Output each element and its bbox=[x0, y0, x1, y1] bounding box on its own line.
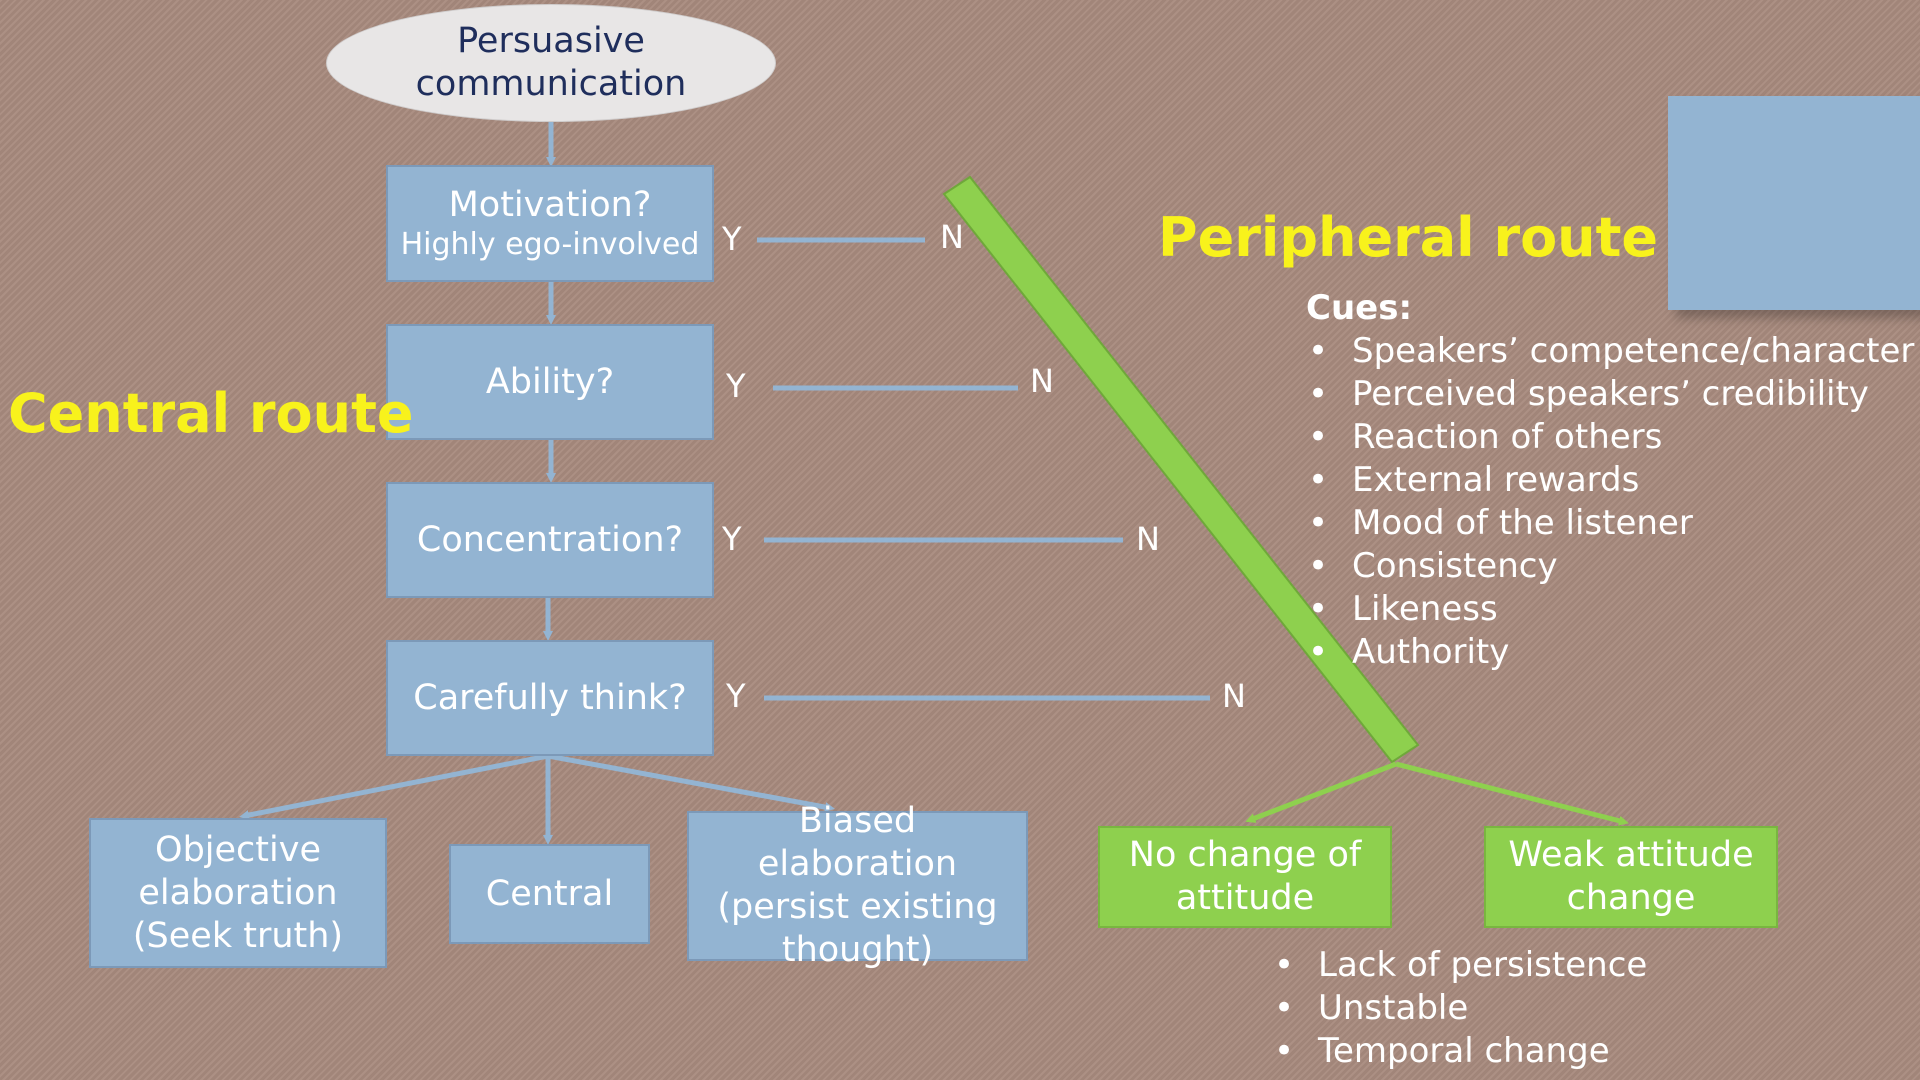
concentration-no-label: N bbox=[1136, 520, 1160, 558]
cue-item: Mood of the listener bbox=[1306, 502, 1914, 545]
carefully-think-box: Carefully think? bbox=[386, 640, 714, 756]
no-change-of-attitude-box: No change of attitude bbox=[1098, 826, 1392, 928]
think-yes-label: Y bbox=[726, 677, 746, 715]
objective-elaboration-box: Objective elaboration (Seek truth) bbox=[89, 818, 387, 968]
central-outcome-box: Central bbox=[449, 844, 650, 944]
motivation-yes-label: Y bbox=[722, 220, 742, 258]
biased-elaboration-label: Biased elaboration (persist existing tho… bbox=[717, 801, 998, 970]
effect-item: Unstable bbox=[1272, 987, 1647, 1030]
objective-elaboration-label: Objective elaboration (Seek truth) bbox=[132, 829, 344, 956]
think-no-label: N bbox=[1222, 677, 1246, 715]
biased-elaboration-box: Biased elaboration (persist existing tho… bbox=[687, 801, 1028, 970]
ability-no-label: N bbox=[1030, 362, 1054, 400]
effect-item: Temporal change bbox=[1272, 1030, 1647, 1073]
cue-item: Consistency bbox=[1306, 545, 1914, 588]
cue-item: External rewards bbox=[1306, 459, 1914, 502]
persuasive-communication-label: Persuasive communication bbox=[415, 21, 687, 104]
central-outcome-label: Central bbox=[485, 874, 614, 914]
motivation-subtitle: Highly ego-involved bbox=[400, 226, 700, 262]
weak-attitude-change-label: Weak attitude change bbox=[1508, 835, 1754, 918]
motivation-no-label: N bbox=[940, 218, 964, 256]
cues-heading: Cues: bbox=[1306, 288, 1413, 328]
cue-item: Speakers’ competence/character bbox=[1306, 330, 1914, 373]
central-route-label: Central route bbox=[8, 382, 414, 445]
cue-item: Authority bbox=[1306, 631, 1914, 674]
effect-item: Lack of persistence bbox=[1272, 944, 1647, 987]
motivation-box: Motivation? Highly ego-involved bbox=[386, 165, 714, 282]
arrow-peripheral-to-no-change bbox=[1245, 761, 1397, 823]
ability-yes-label: Y bbox=[726, 367, 746, 405]
peripheral-route-bar bbox=[942, 175, 1420, 764]
weak-change-effects-list: Lack of persistence Unstable Temporal ch… bbox=[1272, 944, 1647, 1073]
arrow-peripheral-to-weak-change bbox=[1395, 761, 1629, 826]
cue-item: Reaction of others bbox=[1306, 416, 1914, 459]
decorative-blue-panel bbox=[1668, 96, 1920, 310]
concentration-yes-label: Y bbox=[722, 520, 742, 558]
peripheral-route-label: Peripheral route bbox=[1158, 206, 1659, 269]
concentration-box: Concentration? bbox=[386, 482, 714, 598]
weak-attitude-change-box: Weak attitude change bbox=[1484, 826, 1778, 928]
carefully-think-label: Carefully think? bbox=[413, 678, 687, 718]
ability-box: Ability? bbox=[386, 324, 714, 440]
cue-item: Likeness bbox=[1306, 588, 1914, 631]
cues-list: Speakers’ competence/character Perceived… bbox=[1306, 330, 1914, 674]
persuasive-communication-node: Persuasive communication bbox=[326, 4, 776, 122]
motivation-title: Motivation? bbox=[448, 184, 652, 225]
arrow-think-to-biased bbox=[547, 753, 835, 813]
cue-item: Perceived speakers’ credibility bbox=[1306, 373, 1914, 416]
ability-label: Ability? bbox=[485, 362, 615, 402]
no-change-of-attitude-label: No change of attitude bbox=[1128, 835, 1362, 918]
arrow-think-to-objective bbox=[239, 753, 549, 820]
concentration-label: Concentration? bbox=[416, 520, 684, 560]
